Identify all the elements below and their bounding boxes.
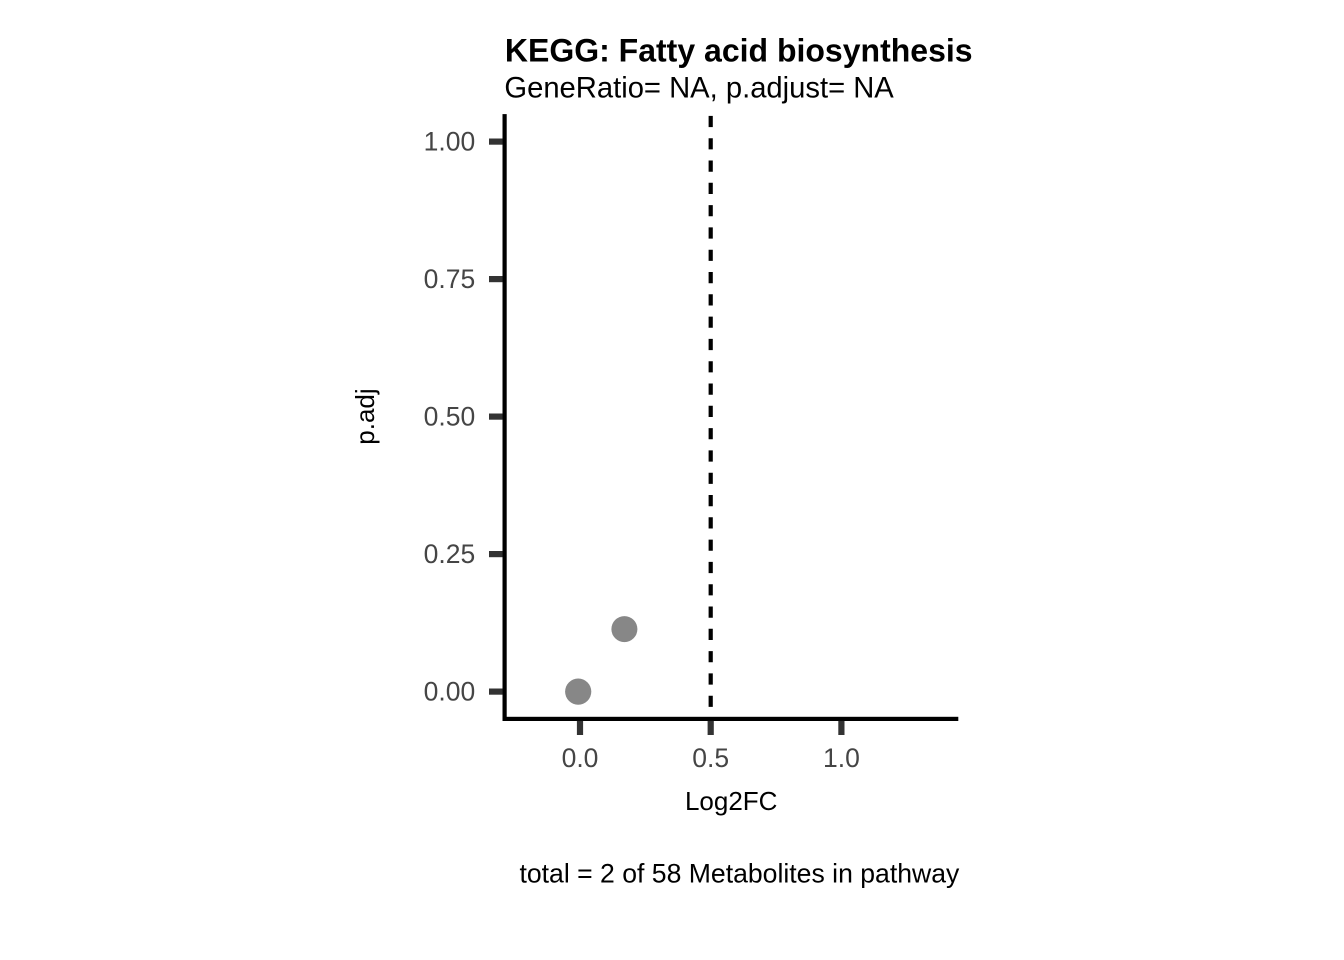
svg-text:KEGG: Fatty acid biosynthesis: KEGG: Fatty acid biosynthesis xyxy=(505,32,973,68)
svg-text:total = 2 of 58 Metabolites in: total = 2 of 58 Metabolites in pathway xyxy=(519,859,960,889)
svg-text:Log2FC: Log2FC xyxy=(685,786,778,816)
svg-text:0.5: 0.5 xyxy=(692,743,729,773)
svg-text:0.75: 0.75 xyxy=(424,264,476,294)
svg-text:0.50: 0.50 xyxy=(424,401,476,431)
svg-text:1.0: 1.0 xyxy=(823,743,860,773)
svg-text:0.00: 0.00 xyxy=(424,676,476,706)
svg-text:1.00: 1.00 xyxy=(424,126,476,156)
svg-text:GeneRatio= NA, p.adjust= NA: GeneRatio= NA, p.adjust= NA xyxy=(504,72,894,104)
svg-text:p.adj: p.adj xyxy=(350,388,380,444)
svg-text:0.0: 0.0 xyxy=(562,743,599,773)
svg-text:0.25: 0.25 xyxy=(424,539,476,569)
